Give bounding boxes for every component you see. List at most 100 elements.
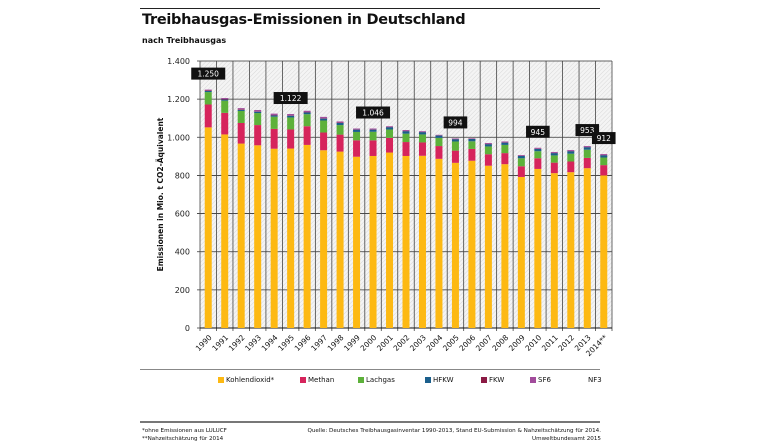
footnotes-right: Quelle: Deutsches Treibhausgasinventar 1…: [307, 427, 601, 443]
x-tick-label: 2010: [523, 333, 543, 353]
x-tick-label: 1991: [210, 333, 230, 353]
bar-segment-methan: [287, 129, 295, 149]
x-tick-label: 1996: [293, 333, 313, 353]
bar-segment-methan: [386, 137, 394, 153]
x-tick-label: 2008: [490, 333, 510, 353]
bar-segment-kohlendioxid: [221, 134, 229, 328]
bar-segment-methan: [369, 140, 377, 156]
legend-swatch: [530, 377, 536, 383]
total-label-box: [191, 67, 226, 80]
bar-segment-methan: [418, 142, 426, 156]
bar-segment-methan: [567, 161, 575, 173]
x-tick-label: 2002: [392, 333, 412, 353]
legend-item: Kohlendioxid*: [218, 376, 274, 384]
bar-segment-hfkw: [451, 139, 459, 142]
bar-segment-lachgas: [353, 131, 361, 141]
legend-top-rule: [140, 369, 600, 370]
bar-segment-lachgas: [204, 92, 212, 105]
bar-segment-methan: [501, 153, 509, 165]
bar-segment-sf6: [550, 151, 558, 153]
bar-segment-lachgas: [600, 157, 608, 166]
x-tick-label: 2011: [540, 333, 560, 353]
bar-segment-kohlendioxid: [468, 160, 476, 328]
y-tick-label: 400: [175, 248, 190, 257]
bar-segment-kohlendioxid: [534, 168, 542, 328]
bar-segment-hfkw: [287, 115, 295, 118]
bar-segment-hfkw: [270, 115, 278, 117]
bar-segment-fkw: [204, 90, 212, 91]
bar-segment-kohlendioxid: [386, 152, 394, 328]
bar-segment-lachgas: [583, 149, 591, 158]
bar-segment-sf6: [451, 138, 459, 140]
bar-segment-lachgas: [369, 131, 377, 141]
y-tick-label: 200: [175, 286, 190, 295]
x-tick-label: 1992: [227, 333, 247, 353]
legend-item: HFKW: [425, 376, 454, 384]
bar-segment-lachgas: [270, 116, 278, 129]
bar-segment-lachgas: [386, 129, 394, 138]
legend-label: Methan: [308, 376, 335, 384]
legend-label: HFKW: [433, 376, 454, 384]
y-tick-label: 0: [185, 324, 190, 333]
legend-swatch: [218, 377, 224, 383]
bar-segment-sf6: [484, 143, 492, 144]
legend-item: FKW: [481, 376, 504, 384]
total-label: 945: [531, 128, 546, 137]
bar-segment-kohlendioxid: [336, 151, 344, 328]
footnote-lulucf: *ohne Emissionen aus LULUCF: [142, 428, 227, 434]
bar-segment-methan: [353, 140, 361, 157]
x-tick-label: 2004: [425, 333, 445, 353]
bar-segment-lachgas: [451, 141, 459, 151]
top-rule: [140, 8, 600, 9]
bar-segment-lachgas: [517, 158, 525, 167]
bar-segment-lachgas: [418, 134, 426, 143]
bar-segment-lachgas: [287, 117, 295, 130]
bar-segment-methan: [517, 166, 525, 177]
bar-segment-hfkw: [468, 139, 476, 142]
bar-segment-sf6: [517, 155, 525, 156]
bar-segment-kohlendioxid: [517, 176, 525, 328]
footnote-estimate: **Nahzeitschätzung für 2014: [142, 436, 224, 442]
x-tick-label: 2007: [474, 333, 494, 353]
total-label: 1.250: [197, 70, 219, 79]
bar-segment-sf6: [221, 97, 229, 99]
bar-segment-kohlendioxid: [484, 165, 492, 328]
bar-segment-kohlendioxid: [369, 155, 377, 328]
x-tick-label: 1999: [342, 333, 362, 353]
bar-segment-hfkw: [336, 122, 344, 126]
bar-segment-hfkw: [567, 151, 575, 154]
bar-segment-hfkw: [517, 155, 525, 159]
bar-segment-sf6: [254, 110, 262, 112]
bar-segment-methan: [221, 112, 229, 135]
bar-segment-sf6: [369, 128, 377, 130]
bar-segment-methan: [451, 150, 459, 163]
bar-segment-methan: [583, 157, 591, 169]
footer-rule: [140, 421, 600, 423]
bar-segment-sf6: [204, 89, 212, 91]
bar-segment-hfkw: [501, 142, 509, 145]
y-tick-label: 600: [175, 210, 190, 219]
bar-segment-kohlendioxid: [418, 155, 426, 328]
bar-segment-sf6: [303, 110, 311, 113]
bar-segment-hfkw: [534, 148, 542, 152]
bar-segment-kohlendioxid: [550, 173, 558, 328]
legend-swatch: [300, 377, 306, 383]
bar-segment-hfkw: [484, 144, 492, 147]
bar-segment-sf6: [435, 134, 443, 136]
legend-swatch: [358, 377, 364, 383]
total-label: 953: [580, 126, 595, 135]
bar-segment-lachgas: [320, 120, 328, 133]
y-axis-label: Emissionen in Mio. t CO2-Äquivalent: [156, 117, 165, 271]
bar-segment-fkw: [221, 98, 229, 100]
bar-segment-sf6: [336, 121, 344, 123]
legend-label: FKW: [489, 376, 505, 384]
bar-segment-sf6: [501, 141, 509, 143]
bar-segment-methan: [204, 104, 212, 128]
bar-segment-lachgas: [468, 141, 476, 149]
bar-segment-sf6: [353, 128, 361, 130]
bar-segment-hfkw: [386, 127, 394, 130]
y-tick-label: 800: [175, 171, 190, 180]
bar-segment-sf6: [320, 116, 328, 119]
